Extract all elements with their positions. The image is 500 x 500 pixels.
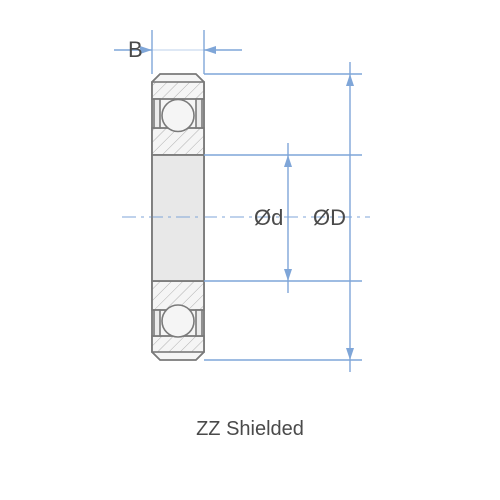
label-D: ØD bbox=[313, 205, 346, 230]
label-d: Ød bbox=[254, 205, 283, 230]
ball-bottom bbox=[162, 305, 194, 337]
ball-top bbox=[162, 100, 194, 132]
label-B: B bbox=[128, 37, 143, 62]
bore-band bbox=[152, 155, 204, 281]
caption-text: ZZ Shielded bbox=[0, 418, 500, 441]
diagram-stage: B Ød ØD ZZ Shielded bbox=[0, 0, 500, 500]
